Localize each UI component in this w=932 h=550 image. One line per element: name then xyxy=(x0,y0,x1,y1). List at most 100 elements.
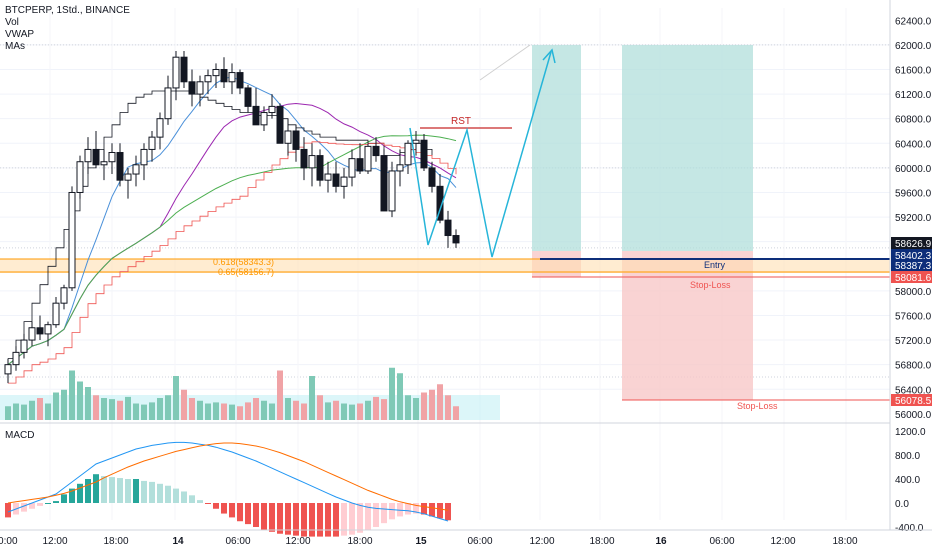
macd-histogram-bar xyxy=(5,503,11,518)
macd-tick-label: 400.0 xyxy=(895,475,920,486)
volume-bar xyxy=(189,398,195,420)
symbol-label[interactable]: BTCPERP, 1Std., BINANCE xyxy=(5,5,130,16)
fib-zone xyxy=(0,259,890,273)
volume-bar xyxy=(165,395,171,420)
candle-body xyxy=(4,364,12,375)
volume-bar xyxy=(261,400,267,420)
macd-histogram-bar xyxy=(117,478,123,503)
volume-bar xyxy=(317,395,323,420)
chart-legend: BTCPERP, 1Std., BINANCE Vol VWAP MAs xyxy=(5,5,130,53)
volume-bar xyxy=(381,399,387,420)
candle-body xyxy=(172,56,180,89)
macd-histogram-bar xyxy=(69,488,75,503)
volume-bar xyxy=(69,370,75,420)
ma-green-line xyxy=(7,134,457,366)
vwap-label[interactable]: VWAP xyxy=(5,29,35,40)
macd-tick-label: 1200.0 xyxy=(895,427,926,438)
volume-bar xyxy=(373,396,379,420)
macd-pane xyxy=(0,422,890,537)
candle-body xyxy=(452,235,460,244)
entry-label: Entry xyxy=(704,260,726,270)
price-tag xyxy=(891,249,932,261)
candle-body xyxy=(28,327,36,341)
candle-body xyxy=(388,170,396,212)
macd-histogram-bar xyxy=(29,503,35,509)
candle-body xyxy=(36,327,44,335)
candle-body xyxy=(140,148,148,166)
time-axis[interactable]: 00:00 12:00 18:00 14 06:00 12:00 18:00 15 06:00 1… xyxy=(0,529,932,547)
macd-histogram-bar xyxy=(181,491,187,503)
volume-bar xyxy=(365,400,371,420)
macd-histogram-bar xyxy=(101,476,107,503)
volume-bar xyxy=(213,402,219,420)
price-tick-label: 60800.0 xyxy=(895,115,932,126)
candle-body xyxy=(132,164,140,175)
candle-body xyxy=(300,148,308,169)
trend-line xyxy=(479,44,531,81)
candle-body xyxy=(348,158,356,178)
volume-bar xyxy=(101,398,107,420)
vol-label[interactable]: Vol xyxy=(5,17,19,28)
macd-label[interactable]: MACD xyxy=(5,430,35,441)
volume-bar xyxy=(229,404,235,420)
candle-body xyxy=(404,142,412,166)
volume-bar xyxy=(357,403,363,420)
volume-bar xyxy=(277,370,283,420)
candle-body xyxy=(276,105,284,144)
volume-bar xyxy=(5,406,11,420)
macd-histogram-bar xyxy=(405,503,411,515)
time-tick-label: 06:00 xyxy=(225,536,250,547)
red-step-line xyxy=(8,141,457,384)
price-series xyxy=(4,44,556,384)
price-tick-label: 62400.0 xyxy=(895,16,932,27)
price-tick-label: 62000.0 xyxy=(895,41,932,52)
mas-label[interactable]: MAs xyxy=(5,41,25,52)
price-tick-label: 60400.0 xyxy=(895,139,932,150)
time-tick-label: 12:00 xyxy=(770,536,795,547)
volume-bar xyxy=(293,400,299,420)
candle-body xyxy=(100,161,108,166)
macd-histogram-bar xyxy=(341,503,347,536)
volume-bar xyxy=(253,398,259,420)
macd-histogram-bar xyxy=(389,503,395,520)
time-tick-label: 16 xyxy=(655,536,667,547)
volume-bar xyxy=(125,396,131,420)
price-tick-label: 58000.0 xyxy=(895,287,932,298)
candle-body xyxy=(420,139,428,169)
candle-body xyxy=(324,173,332,181)
time-tick-label: 06:00 xyxy=(467,536,492,547)
volume-bar xyxy=(445,395,451,420)
price-tick-label: 61200.0 xyxy=(895,90,932,101)
macd-histogram-bar xyxy=(269,503,275,532)
macd-histogram-bar xyxy=(141,480,147,503)
time-tick-label: 00:00 xyxy=(0,536,18,547)
macd-histogram-bar xyxy=(85,479,91,503)
macd-histogram-bar xyxy=(373,503,379,527)
stop-loss-label-1: Stop-Loss xyxy=(690,280,731,290)
volume-bar xyxy=(269,403,275,420)
macd-histogram-bar xyxy=(197,500,203,503)
time-tick-label: 12:00 xyxy=(42,536,67,547)
macd-histogram-bar xyxy=(317,503,323,537)
candle-body xyxy=(356,158,364,172)
volume-bar xyxy=(301,403,307,420)
candle-body xyxy=(364,145,372,172)
candle-body xyxy=(260,112,268,126)
candle-body xyxy=(268,105,276,114)
candle-body xyxy=(308,155,316,169)
price-tag-label: 58626.9 xyxy=(895,239,932,250)
candle-body xyxy=(76,161,84,193)
candle-body xyxy=(196,81,204,95)
candle-body xyxy=(396,164,404,172)
macd-histogram-bar xyxy=(365,503,371,530)
volume-bar xyxy=(245,402,251,420)
volume-bars xyxy=(0,367,500,420)
volume-bar xyxy=(29,400,35,420)
volume-bar xyxy=(109,399,115,420)
candle-body xyxy=(252,105,260,126)
candle-body xyxy=(124,173,132,181)
volume-bar xyxy=(157,398,163,420)
volume-bar xyxy=(21,404,27,420)
